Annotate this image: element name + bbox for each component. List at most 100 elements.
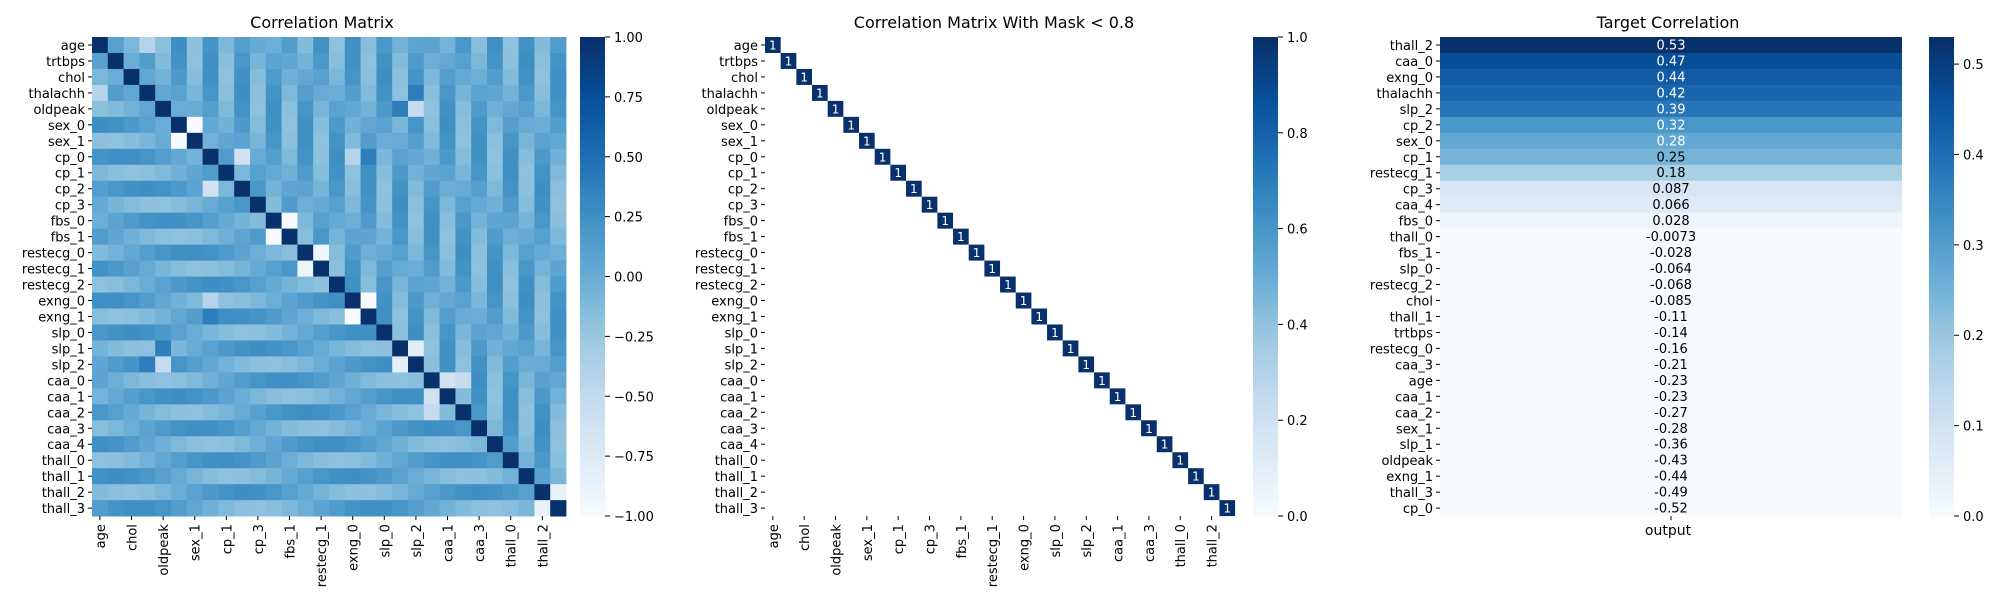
colorbar-1-tick-label: −0.25 <box>614 330 654 345</box>
matrix-cell <box>502 324 519 341</box>
matrix-cell <box>392 324 409 341</box>
matrix-cell <box>92 436 109 453</box>
matrix-cell <box>518 420 535 437</box>
matrix-cell <box>313 244 330 261</box>
matrix-cell <box>550 292 567 309</box>
matrix-cell <box>550 484 567 501</box>
cell-value-label: 1 <box>1020 294 1028 308</box>
matrix-cell <box>408 100 425 118</box>
matrix-cell <box>123 404 140 421</box>
cell-value-label: 1 <box>1082 358 1090 372</box>
matrix-cell <box>186 212 203 230</box>
matrix-cell <box>281 52 298 70</box>
matrix-cell <box>107 356 124 373</box>
matrix-cell <box>281 244 298 261</box>
matrix-cell <box>186 308 203 325</box>
matrix-cell <box>392 244 409 261</box>
x-tick-label: sex_1 <box>189 524 204 561</box>
diagonal-cell <box>1141 420 1157 437</box>
matrix-cell <box>234 500 251 517</box>
colorbar-2-gradient-band <box>1253 37 1278 46</box>
matrix-cell <box>376 324 393 341</box>
colorbar-3-gradient-band <box>1929 252 1954 262</box>
matrix-cell <box>171 68 188 86</box>
matrix-cell <box>92 84 109 102</box>
matrix-cell <box>123 436 140 453</box>
matrix-cell <box>502 196 519 214</box>
matrix-cell <box>408 468 425 485</box>
matrix-cell <box>518 84 535 102</box>
colorbar-3-gradient-band <box>1929 212 1954 222</box>
diagonal-cell <box>937 212 954 229</box>
colorbar-3-gradient-band <box>1929 324 1954 333</box>
matrix-cell <box>123 164 140 182</box>
matrix-cell <box>139 196 156 214</box>
x-tick-label: slp_2 <box>1080 524 1095 557</box>
y-tick-label: sex_1 <box>1396 422 1433 437</box>
matrix-cell <box>518 100 535 118</box>
matrix-cell <box>360 212 377 230</box>
matrix-cell <box>534 260 551 277</box>
diagonal-cell <box>1125 404 1142 421</box>
matrix-cell <box>234 196 251 214</box>
matrix-cell <box>392 164 409 182</box>
matrix-cell <box>92 356 109 373</box>
matrix-cell <box>550 276 567 293</box>
matrix-cell <box>265 84 282 102</box>
matrix-cell <box>297 100 314 118</box>
matrix-cell <box>471 100 488 118</box>
colorbar-2-gradient-band <box>1253 380 1278 389</box>
matrix-cell <box>471 260 488 277</box>
matrix-cell <box>123 292 140 309</box>
y-tick-label: thalachh <box>701 87 758 102</box>
cell-value-label: -0.27 <box>1654 406 1688 421</box>
matrix-cell <box>518 452 535 469</box>
matrix-cell <box>313 68 330 86</box>
matrix-cell <box>155 52 172 70</box>
matrix-cell <box>186 148 203 166</box>
colorbar-1-gradient-band <box>580 420 605 429</box>
matrix-cell <box>297 484 314 501</box>
matrix-cell <box>297 308 314 325</box>
colorbar-2-gradient-band <box>1253 364 1278 373</box>
matrix-cell <box>297 500 314 517</box>
target-cell <box>1440 228 1902 246</box>
x-axis-label-output: output <box>1645 523 1692 539</box>
matrix-cell <box>265 324 282 341</box>
matrix-cell <box>250 164 267 182</box>
colorbar-2-gradient-band <box>1253 124 1278 134</box>
matrix-cell <box>218 196 235 214</box>
matrix-cell <box>423 372 440 389</box>
diagonal-cell <box>1109 388 1126 405</box>
diagonal-cell <box>953 228 969 245</box>
y-tick-label: sex_0 <box>721 119 758 134</box>
colorbar-1-gradient-band <box>580 60 605 70</box>
y-tick-label: cp_3 <box>728 199 758 214</box>
matrix-cell <box>518 228 535 246</box>
matrix-cell <box>455 436 472 453</box>
matrix-cell <box>329 260 346 277</box>
y-tick-label: trtbps <box>46 55 85 70</box>
matrix-cell <box>423 484 440 501</box>
matrix-cell <box>202 356 219 373</box>
matrix-cell <box>139 260 156 277</box>
matrix-cell <box>344 37 361 54</box>
target-cell <box>1440 52 1902 70</box>
matrix-cell <box>360 420 377 437</box>
matrix-cell <box>344 324 361 341</box>
matrix-cell <box>202 100 219 118</box>
matrix-cell <box>171 148 188 166</box>
matrix-cell <box>281 68 298 86</box>
matrix-cell <box>518 52 535 70</box>
colorbar-2-gradient-band <box>1253 92 1278 102</box>
matrix-cell <box>376 356 393 373</box>
colorbar-3-gradient-band <box>1929 468 1954 477</box>
matrix-cell <box>281 436 298 453</box>
matrix-cell <box>155 276 172 293</box>
matrix-cell <box>344 404 361 421</box>
y-tick-label: caa_1 <box>47 390 85 405</box>
matrix-cell <box>123 340 140 357</box>
x-tick-label: cp_3 <box>924 524 939 554</box>
colorbar-1-tick-label: −0.50 <box>614 390 654 405</box>
matrix-cell <box>471 356 488 373</box>
